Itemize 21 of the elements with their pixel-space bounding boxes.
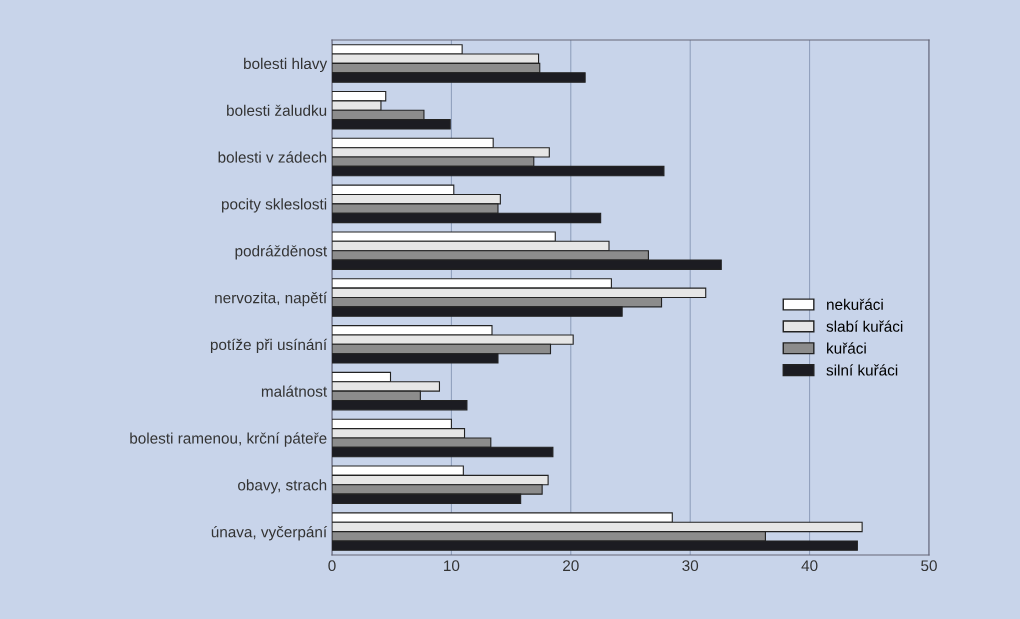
y-tick-label: nervozita, napětí	[215, 291, 328, 307]
y-tick-label: únava, vyčerpání	[211, 525, 328, 541]
x-tick-label: 0	[328, 560, 336, 572]
y-tick-label: potíže při usínání	[210, 338, 328, 354]
legend-label: kuřáci	[827, 342, 866, 354]
legend-label: nekuřáci	[827, 298, 883, 310]
y-tick-label: malátnost	[261, 385, 328, 397]
y-tick-label: bolesti žaludku	[227, 104, 327, 116]
x-tick-label: 20	[563, 560, 579, 572]
x-tick-label: 40	[801, 560, 818, 572]
legend-label: silní kuřáci	[826, 364, 898, 376]
y-tick-label: podrážděnost	[235, 245, 328, 260]
y-tick-label: bolesti hlavy	[244, 57, 328, 73]
x-tick-label: 30	[682, 560, 699, 572]
y-tick-label: pocity skleslosti	[222, 198, 327, 213]
y-tick-label: bolesti v zádech	[218, 151, 327, 163]
legend-label: slabí kuřáci	[826, 320, 903, 332]
x-tick-label: 10	[444, 560, 460, 572]
x-tick-label: 50	[921, 560, 937, 572]
y-tick-label: bolesti ramenou, krční páteře	[130, 432, 327, 447]
y-tick-label: obavy, strach	[238, 479, 327, 494]
